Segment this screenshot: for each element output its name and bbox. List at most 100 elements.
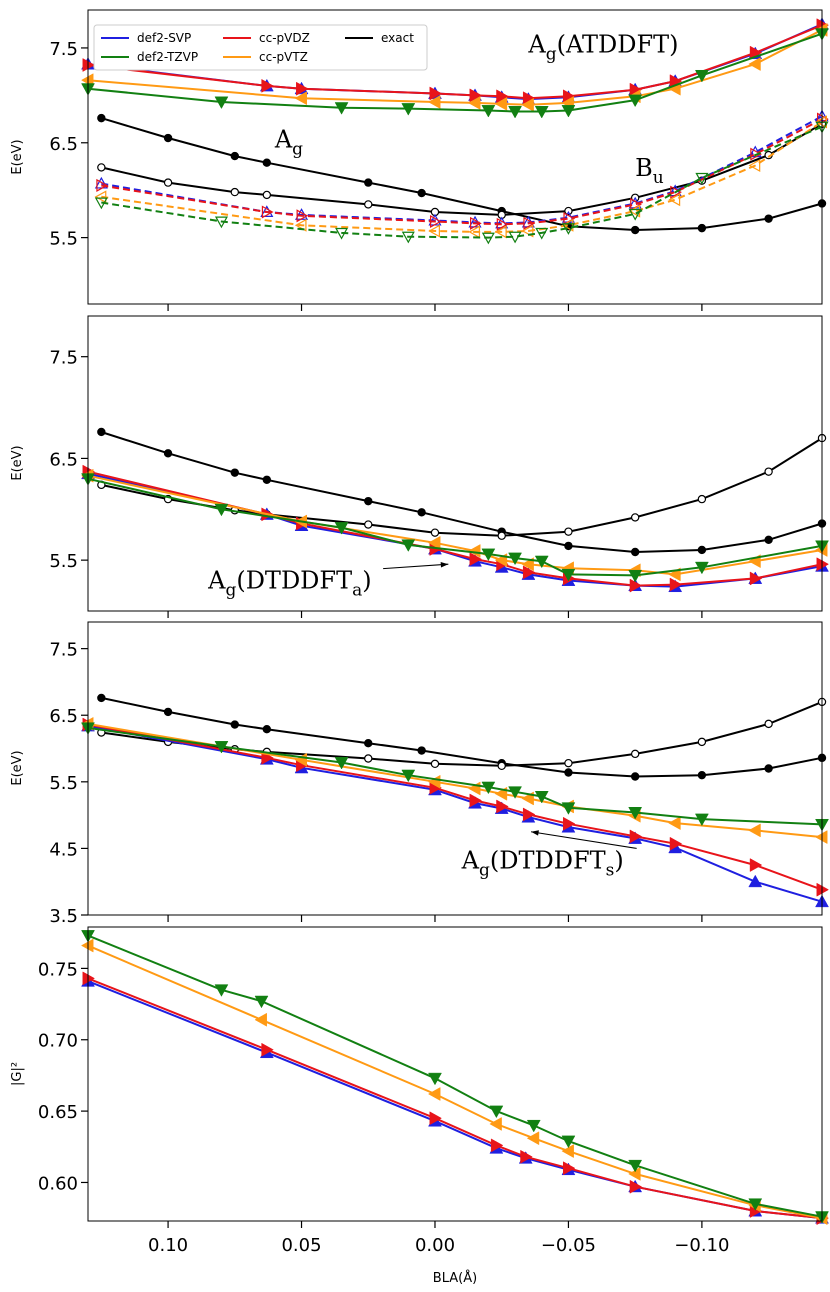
data-point-exact (230, 468, 239, 477)
data-point-exact (364, 496, 373, 506)
data-point-def2-TZVP (335, 227, 349, 240)
data-point-def2-TZVP (534, 555, 549, 569)
series-line-def2-SVP (87, 724, 823, 903)
series-line-cc-pVTZ (101, 121, 823, 233)
data-point-cc-pVTZ (494, 225, 507, 239)
ylabel-panel-d: |G|² (10, 1062, 25, 1086)
data-point-cc-pVDZ (296, 209, 309, 223)
data-point-cc-pVDZ (261, 1042, 274, 1057)
data-point-cc-pVDZ (629, 1179, 643, 1194)
xlabel: BLA(Å) (433, 1270, 477, 1286)
data-point-cc-pVDZ (96, 178, 109, 192)
data-point-def2-TZVP (334, 102, 349, 115)
data-point-cc-pVDZ (469, 88, 483, 103)
data-point-exact (697, 545, 707, 555)
data-point-def2-TZVP (561, 223, 575, 235)
data-point-exact (764, 719, 773, 729)
data-point-cc-pVTZ (427, 95, 441, 109)
data-point-exact (417, 746, 426, 755)
data-point-cc-pVDZ (429, 1111, 442, 1126)
annotation-arrowhead (531, 830, 539, 836)
data-point-def2-TZVP (508, 786, 522, 799)
data-point-exact (262, 158, 272, 167)
data-point-cc-pVDZ (816, 882, 830, 897)
ytick-label: 5.5 (49, 551, 78, 572)
annotation-label: Bu (635, 154, 664, 188)
panel-d-frame (87, 926, 823, 1222)
data-point-cc-pVTZ (294, 91, 307, 106)
data-point-exact (230, 151, 239, 161)
data-point-def2-TZVP (628, 807, 643, 820)
data-point-cc-pVTZ (468, 225, 481, 239)
annotation-arrowhead (440, 561, 449, 568)
data-point-exact (497, 531, 506, 540)
data-point-exact (230, 720, 239, 729)
panel-c: 3.5 4.5 5.5 6.5 7.5 Ag(DTDDFTs) (49, 621, 830, 927)
data-point-exact (564, 541, 573, 551)
data-point-def2-TZVP (489, 1105, 504, 1119)
data-point-def2-TZVP (401, 539, 416, 552)
data-point-exact (430, 528, 440, 537)
ytick-label: 6.5 (49, 134, 78, 155)
data-point-def2-TZVP (561, 1135, 576, 1149)
data-point-cc-pVDZ (469, 552, 483, 567)
data-point-cc-pVTZ (489, 1117, 502, 1131)
data-point-cc-pVTZ (668, 193, 681, 207)
data-point-cc-pVTZ (428, 224, 440, 238)
legend-label-cc-pVTZ: cc-pVTZ (259, 50, 308, 64)
data-point-cc-pVTZ (748, 57, 761, 71)
annotation-arrow (530, 831, 637, 849)
data-point-exact (430, 759, 440, 769)
data-point-cc-pVDZ (522, 807, 536, 822)
data-point-exact (630, 547, 640, 557)
data-point-exact (630, 749, 640, 759)
data-point-def2-TZVP (94, 197, 108, 210)
data-point-def2-TZVP (694, 813, 709, 827)
data-point-cc-pVDZ (470, 216, 482, 230)
data-point-def2-TZVP (214, 503, 229, 517)
data-point-cc-pVDZ (496, 217, 509, 231)
data-point-def2-TZVP (534, 106, 549, 119)
legend-label-def2-SVP: def2-SVP (137, 31, 191, 45)
xtick-label: −0.10 (674, 1235, 729, 1256)
data-point-exact (764, 535, 773, 544)
data-point-cc-pVDZ (669, 836, 683, 851)
data-point-cc-pVTZ (294, 218, 307, 232)
data-point-exact (564, 527, 573, 536)
data-point-def2-TZVP (481, 781, 496, 795)
ylabel-panel-a: E(eV) (10, 139, 25, 174)
ytick-label: 5.5 (49, 229, 78, 250)
legend-label-exact: exact (381, 31, 414, 45)
data-point-cc-pVTZ (814, 830, 828, 845)
data-point-def2-TZVP (694, 69, 709, 83)
xtick-label: 0.00 (415, 1235, 455, 1256)
data-point-exact (97, 693, 106, 703)
data-point-cc-pVDZ (82, 971, 96, 986)
data-point-cc-pVTZ (521, 224, 534, 238)
data-point-def2-TZVP (401, 231, 415, 244)
data-point-def2-TZVP (214, 984, 229, 997)
data-point-exact (97, 427, 106, 437)
panel-d: 0.60 0.65 0.70 0.75 0.10 0.05 0.00 −0.05 −0.10 (38, 926, 830, 1256)
ytick-label: 7.5 (49, 348, 78, 369)
data-point-def2-TZVP (526, 1119, 541, 1133)
data-point-exact (97, 113, 106, 123)
legend-box (93, 24, 428, 71)
data-point-exact (163, 449, 173, 458)
data-point-def2-TZVP (481, 105, 496, 118)
data-point-cc-pVDZ (749, 858, 763, 872)
ytick-label: 0.60 (38, 1173, 78, 1194)
data-point-cc-pVDZ (816, 557, 830, 572)
data-point-exact (262, 190, 272, 200)
data-point-exact (764, 467, 773, 476)
legend-label-def2-TZVP: def2-TZVP (137, 50, 198, 64)
data-point-cc-pVDZ (749, 571, 763, 586)
xtick-label: 0.10 (148, 1235, 188, 1256)
ylabel-panel-b: E(eV) (10, 445, 25, 480)
series-line-def2-TZVP (87, 934, 823, 1218)
data-point-def2-TZVP (748, 1198, 763, 1211)
ytick-label: 6.5 (49, 706, 78, 727)
ylabel-panel-c: E(eV) (10, 750, 25, 785)
annotation-label: Ag(ATDDFT) (527, 31, 678, 65)
data-point-def2-TZVP (508, 106, 522, 119)
